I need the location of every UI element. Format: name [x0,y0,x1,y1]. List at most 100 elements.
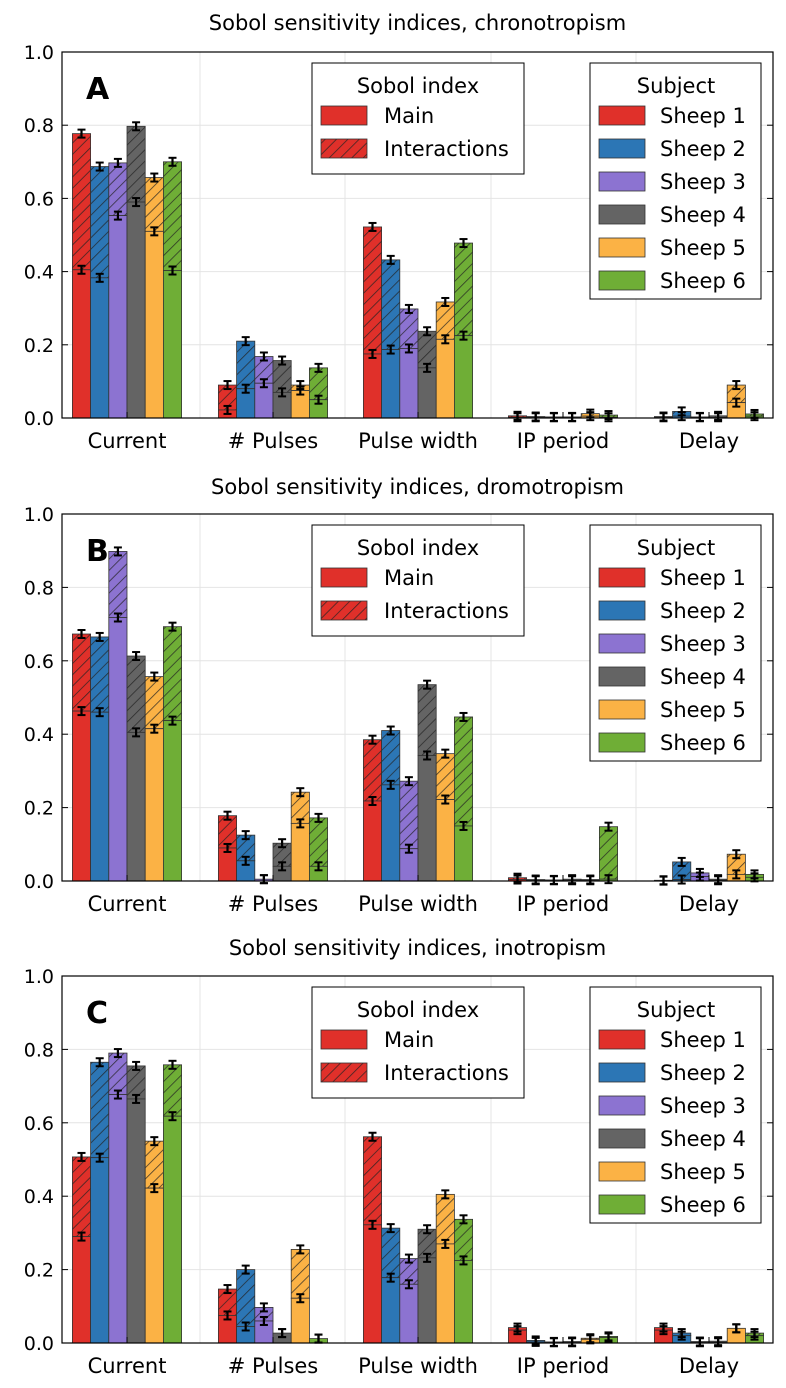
errorbar-main-sheep-1-pulse-width [368,348,377,359]
errorbar-total-sheep-2-pulse-width [386,254,395,265]
legend-swatch-sheep-6 [598,1194,646,1215]
xtick-label-delay: Delay [679,892,739,916]
ytick-label: 0.2 [24,798,54,820]
errorbar-main-sheep-6-pulses [314,394,323,405]
errorbar-main-sheep-5-ip-period [586,875,595,886]
errorbar-main-sheep-3-pulse-width [404,343,413,354]
errorbar-total-sheep-1-current [77,1151,86,1162]
errorbar-main-sheep-3-ip-period [549,1337,558,1348]
errorbar-main-sheep-4-pulse-width [423,362,432,373]
bar-interactions-sheep-6-current [162,161,182,271]
bar-interactions-sheep-6-pulse-width [453,1218,473,1261]
bar-main-sheep-4-pulse-width [417,755,437,882]
bar-main-sheep-2-current [90,277,110,419]
errorbar-main-sheep-2-pulse-width [386,344,395,355]
errorbar-main-sheep-2-current [95,272,104,283]
errorbar-total-sheep-5-current [150,671,159,682]
legend-swatch-sheep-5 [598,237,646,258]
errorbar-main-sheep-6-ip-period [604,874,613,885]
bar-interactions-sheep-6-pulse-width [453,242,473,337]
errorbar-total-sheep-6-current [168,621,177,632]
bar-interactions-sheep-4-pulse-width [417,684,437,756]
legend-swatch-sheep-1 [598,567,646,588]
errorbar-main-sheep-3-delay [695,1337,704,1348]
errorbar-main-sheep-1-pulse-width [368,1219,377,1230]
xtick-label-pulses: # Pulses [228,429,319,453]
bar-interactions-sheep-6-ip-period [599,826,619,880]
errorbar-main-sheep-4-ip-period [568,412,577,423]
errorbar-main-sheep-1-pulses [223,404,232,415]
legend-sobol-index: Sobol index Main Interactions [311,986,525,1099]
errorbar-total-sheep-3-pulses [259,351,268,362]
legend-entry-main: Main [384,1028,434,1052]
errorbar-total-sheep-6-current [168,1059,177,1070]
bar-interactions-sheep-2-current [90,636,110,713]
xtick-label-ip-period: IP period [517,892,609,916]
legend-swatch-sheep-5 [598,699,646,720]
errorbar-main-sheep-2-ip-period [531,412,540,423]
legend-entry-sheep-1: Sheep 1 [660,104,746,128]
errorbar-main-sheep-5-delay [732,1323,741,1334]
errorbar-total-sheep-6-pulses [314,812,323,823]
bar-main-sheep-5-current [144,1187,164,1344]
bar-interactions-sheep-3-current [108,162,128,217]
bar-main-sheep-3-current [108,1094,128,1344]
errorbar-total-sheep-3-pulse-width [404,1253,413,1264]
errorbar-main-sheep-6-delay [750,411,759,422]
legend-entry-sheep-1: Sheep 1 [660,1028,746,1052]
legend-sobol-index: Sobol index Main Interactions [311,524,525,637]
errorbar-total-sheep-4-current [132,651,141,662]
bar-interactions-sheep-2-current [90,1061,110,1159]
errorbar-main-sheep-3-pulses [259,378,268,389]
bar-main-sheep-5-pulse-width [435,1243,455,1344]
ytick-label: 0.4 [24,1186,54,1208]
xtick-label-delay: Delay [679,429,739,453]
legend-swatch-interactions [320,600,368,621]
bar-interactions-sheep-2-pulses [236,1269,256,1327]
errorbar-main-sheep-3-pulse-width [404,1279,413,1290]
errorbar-main-sheep-2-pulse-width [386,1272,395,1283]
legend-title: Sobol index [357,74,479,98]
errorbar-main-sheep-4-delay [714,875,723,886]
xtick-label-current: Current [88,429,167,453]
panel-c: Sobol sensitivity indices, inotropism 0.0… [24,936,774,1378]
chart-title: Sobol sensitivity indices, inotropism [229,936,606,960]
bar-main-sheep-3-current [108,617,128,882]
bar-main-sheep-4-pulse-width [417,1257,437,1344]
bar-interactions-sheep-2-current [90,166,110,279]
errorbar-main-sheep-3-current [113,1089,122,1100]
errorbar-total-sheep-2-pulses [241,830,250,841]
xtick-label-current: Current [88,1354,167,1378]
legend-swatch-interactions [320,138,368,159]
errorbar-main-sheep-2-delay [677,874,686,885]
panel-b: Sobol sensitivity indices, dromotropism 0… [24,475,774,916]
bar-interactions-sheep-5-current [144,676,164,730]
errorbar-total-sheep-6-current [168,156,177,167]
legend-swatch-sheep-6 [598,270,646,291]
errorbar-total-sheep-5-pulses [296,787,305,798]
errorbar-total-sheep-5-current [150,1136,159,1147]
bar-interactions-sheep-5-pulse-width [435,301,455,340]
ytick-label: 0.6 [24,651,54,673]
legend-swatch-interactions [320,1062,368,1083]
legend-entry-sheep-5: Sheep 5 [660,236,746,260]
errorbar-total-sheep-1-pulses [223,810,232,821]
legend-entry-sheep-5: Sheep 5 [660,1160,746,1184]
errorbar-total-sheep-2-delay [677,856,686,867]
errorbar-main-sheep-4-delay [714,412,723,423]
legend-entry-sheep-3: Sheep 3 [660,632,746,656]
errorbar-main-sheep-1-ip-period [513,1325,522,1336]
errorbar-main-sheep-4-ip-period [568,1337,577,1348]
legend-entry-sheep-6: Sheep 6 [660,1193,746,1217]
bar-interactions-sheep-4-pulse-width [417,330,437,369]
legend-swatch-sheep-4 [598,666,646,687]
errorbar-main-sheep-5-pulse-width [441,794,450,805]
bar-interactions-sheep-5-pulses [290,1249,310,1299]
legend-subject: Subject Sheep 1 Sheep 2 Sheep 3 Sheep 4 Sheep… [589,986,762,1224]
bar-main-sheep-1-pulse-width [362,1224,382,1344]
panel-label: C [86,996,108,1031]
bar-interactions-sheep-4-current [126,655,146,733]
errorbar-total-sheep-5-pulse-width [441,748,450,759]
errorbar-main-sheep-3-pulses [259,1315,268,1326]
errorbar-total-sheep-6-pulse-width [459,711,468,722]
